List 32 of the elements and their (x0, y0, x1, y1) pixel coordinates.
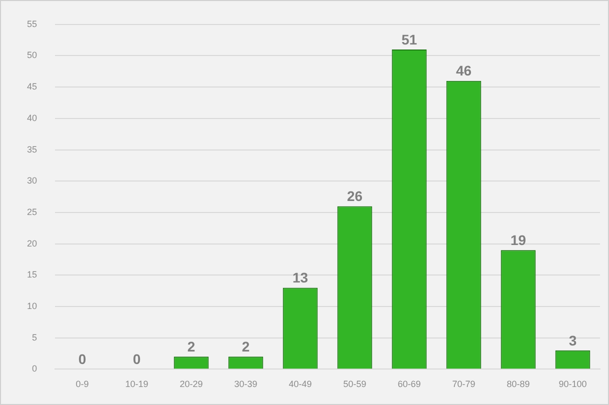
x-tick-label: 30-39 (234, 379, 258, 390)
x-tick-label: 0-9 (76, 379, 89, 390)
data-label: 51 (401, 31, 418, 48)
y-tick-label: 10 (26, 300, 38, 311)
y-tick-label: 45 (26, 82, 38, 92)
x-tick-label: 20-29 (180, 379, 203, 390)
data-label: 19 (510, 232, 526, 248)
y-tick-label: 40 (26, 112, 38, 123)
y-tick-label: 25 (26, 206, 38, 217)
x-tick-label: 90-100 (558, 379, 587, 390)
y-tick-label: 50 (26, 50, 38, 60)
data-label: 2 (187, 338, 196, 355)
x-tick-label: 80-89 (506, 379, 530, 390)
x-tick-label: 60-69 (398, 379, 421, 390)
y-tick-label: 15 (26, 270, 38, 280)
y-tick-label: 0 (32, 364, 38, 374)
data-label: 26 (346, 188, 363, 204)
x-tick-label: 10-19 (125, 379, 148, 390)
y-tick-label: 20 (26, 238, 38, 248)
data-label: 0 (132, 351, 141, 368)
data-label: 13 (292, 270, 308, 286)
y-tick-label: 35 (26, 144, 38, 154)
x-tick-label: 70-79 (452, 379, 476, 390)
data-label: 46 (456, 62, 472, 79)
data-label: 2 (242, 338, 250, 355)
y-tick-label: 30 (26, 176, 38, 186)
x-tick-label: 50-59 (343, 379, 366, 390)
y-tick-label: 55 (26, 18, 38, 29)
data-label: 0 (78, 351, 86, 368)
x-tick-label: 40-49 (288, 379, 312, 390)
data-label: 3 (568, 332, 577, 348)
y-tick-label: 5 (32, 332, 38, 342)
